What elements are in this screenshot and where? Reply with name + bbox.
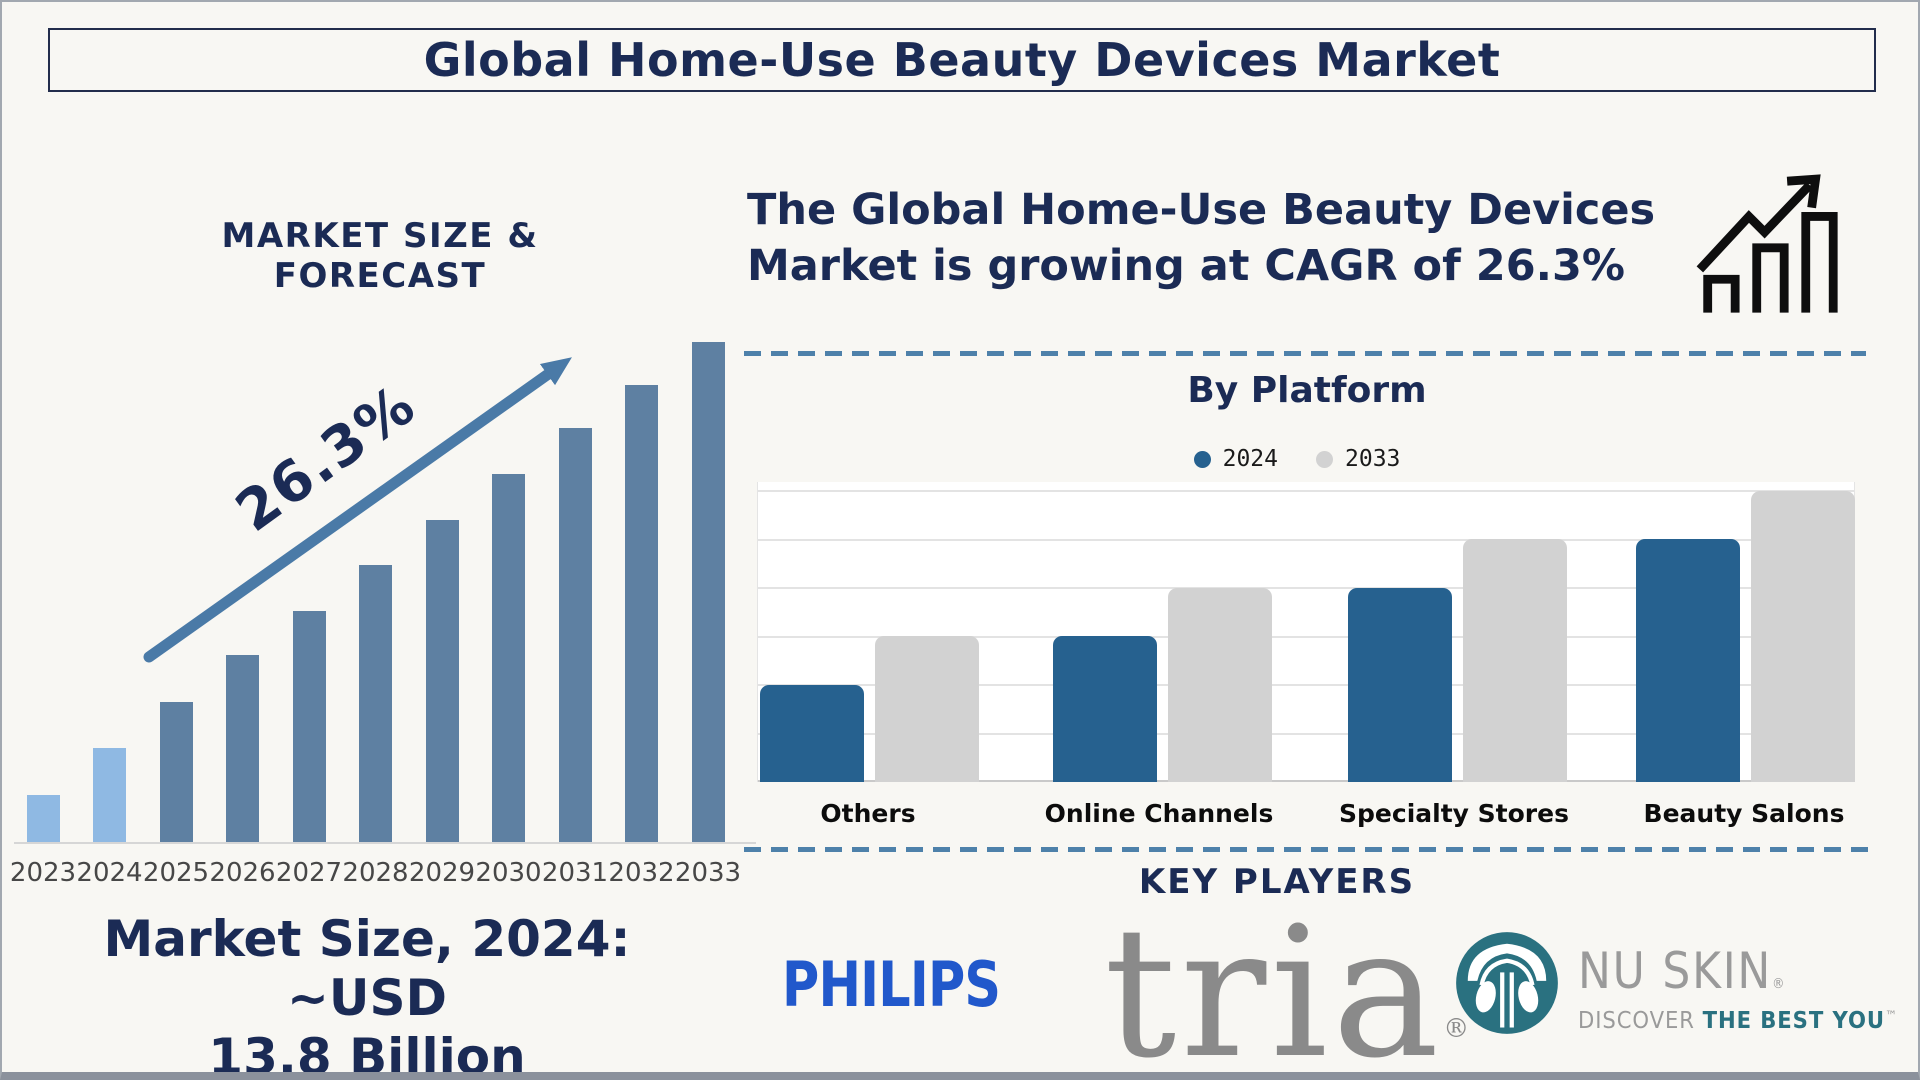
year-label-2028: 2028 bbox=[342, 858, 409, 888]
forecast-bar-2029 bbox=[425, 520, 459, 842]
grid-line bbox=[758, 684, 1854, 686]
legend-label-2033: 2033 bbox=[1345, 446, 1401, 472]
left-chart-baseline bbox=[14, 842, 756, 844]
grid-line bbox=[758, 635, 1854, 638]
year-label-2030: 2030 bbox=[475, 858, 542, 888]
platform-category-label: Specialty Stores bbox=[1339, 799, 1569, 828]
nuskin-tagline-best-you: THE BEST YOU bbox=[1702, 1008, 1885, 1034]
platform-category-label: Others bbox=[820, 799, 916, 828]
rising-arrow-icon bbox=[143, 357, 572, 663]
nuskin-wordmark: NU SKIN® bbox=[1578, 942, 1884, 1000]
page-title: Global Home-Use Beauty Devices Market bbox=[423, 33, 1501, 87]
platform-bar-2024-others bbox=[760, 685, 864, 782]
tria-logo: tria® bbox=[1104, 904, 1470, 1073]
nuskin-name: NU SKIN bbox=[1578, 942, 1773, 1000]
nuskin-logo: NU SKIN® DISCOVER THE BEST YOU™ bbox=[1454, 930, 1918, 1036]
year-label-2027: 2027 bbox=[275, 858, 343, 888]
market-size-note: Market Size, 2024: ~USD 13.8 Billion bbox=[22, 910, 712, 1080]
dashed-divider-top bbox=[744, 351, 1866, 356]
year-label-2031: 2031 bbox=[541, 858, 609, 888]
platform-chart-baseline bbox=[758, 780, 1854, 782]
nuskin-trademark: ™ bbox=[1884, 1009, 1898, 1024]
by-platform-heading: By Platform bbox=[1187, 370, 1427, 411]
legend-item-2024: 2024 bbox=[1193, 446, 1278, 472]
forecast-bar-2023 bbox=[26, 795, 60, 842]
market-size-forecast-heading: MARKET SIZE & FORECAST bbox=[221, 216, 539, 296]
year-label-2024: 2024 bbox=[76, 858, 143, 888]
nuskin-tagline: DISCOVER THE BEST YOU™ bbox=[1578, 1008, 1898, 1034]
dashed-divider-bottom bbox=[744, 847, 1872, 852]
key-players-heading: KEY PLAYERS bbox=[1138, 862, 1416, 902]
tria-wordmark: tria bbox=[1104, 889, 1444, 1080]
platform-bar-2024-online-channels bbox=[1053, 636, 1157, 782]
legend-item-2033: 2033 bbox=[1316, 446, 1400, 472]
forecast-bar-2027 bbox=[292, 611, 326, 842]
philips-logo: PHILIPS bbox=[782, 948, 1001, 1021]
forecast-bar-2032 bbox=[625, 385, 658, 842]
by-platform-chart bbox=[757, 482, 1855, 782]
nuskin-emblem-icon bbox=[1456, 932, 1558, 1034]
platform-bar-2033-specialty-stores bbox=[1463, 539, 1567, 782]
platform-bar-2024-specialty-stores bbox=[1348, 588, 1452, 782]
platform-bar-2033-online-channels bbox=[1168, 588, 1272, 782]
growth-chart-icon bbox=[1696, 174, 1838, 313]
market-size-note-line1: Market Size, 2024: ~USD bbox=[103, 910, 631, 1027]
platform-category-label: Online Channels bbox=[1044, 799, 1274, 828]
platform-bar-2033-others bbox=[875, 636, 979, 782]
tria-registered-mark: ® bbox=[1443, 1014, 1470, 1044]
forecast-bar-2031 bbox=[558, 428, 592, 842]
forecast-bar-2025 bbox=[159, 702, 193, 842]
platform-bar-2024-beauty-salons bbox=[1636, 539, 1740, 782]
year-label-2026: 2026 bbox=[209, 858, 276, 888]
legend-dot-2033 bbox=[1316, 450, 1333, 468]
grid-line bbox=[758, 538, 1854, 541]
grid-line bbox=[758, 490, 1854, 492]
platform-legend: 2024 2033 bbox=[747, 446, 1847, 472]
nuskin-registered-mark: ® bbox=[1772, 976, 1787, 992]
forecast-bar-2030 bbox=[492, 474, 525, 842]
forecast-bar-2026 bbox=[226, 655, 259, 842]
legend-label-2024: 2024 bbox=[1222, 446, 1278, 472]
cagr-intro-line2: Market is growing at CAGR of 26.3% bbox=[747, 241, 1625, 291]
cagr-intro-text: The Global Home-Use Beauty Devices Marke… bbox=[747, 182, 1655, 294]
platform-category-label: Beauty Salons bbox=[1643, 799, 1845, 828]
nuskin-text: NU SKIN® DISCOVER THE BEST YOU™ bbox=[1578, 930, 1918, 1036]
nuskin-tagline-discover: DISCOVER bbox=[1578, 1008, 1703, 1034]
forecast-bar-2033 bbox=[691, 342, 725, 842]
year-label-2033: 2033 bbox=[674, 858, 742, 888]
forecast-bar-2028 bbox=[359, 565, 392, 842]
year-label-2029: 2029 bbox=[408, 858, 476, 888]
market-size-note-line2: 13.8 Billion bbox=[208, 1028, 526, 1080]
year-label-2025: 2025 bbox=[142, 858, 210, 888]
grid-line bbox=[758, 587, 1854, 589]
year-label-2032: 2032 bbox=[608, 858, 675, 888]
title-box: Global Home-Use Beauty Devices Market bbox=[48, 28, 1876, 92]
platform-bar-2033-beauty-salons bbox=[1751, 491, 1855, 782]
grid-line bbox=[758, 732, 1854, 735]
forecast-bar-2024 bbox=[93, 748, 126, 842]
cagr-intro-line1: The Global Home-Use Beauty Devices bbox=[747, 185, 1656, 235]
legend-dot-2024 bbox=[1193, 450, 1211, 468]
year-label-2023: 2023 bbox=[9, 858, 77, 888]
